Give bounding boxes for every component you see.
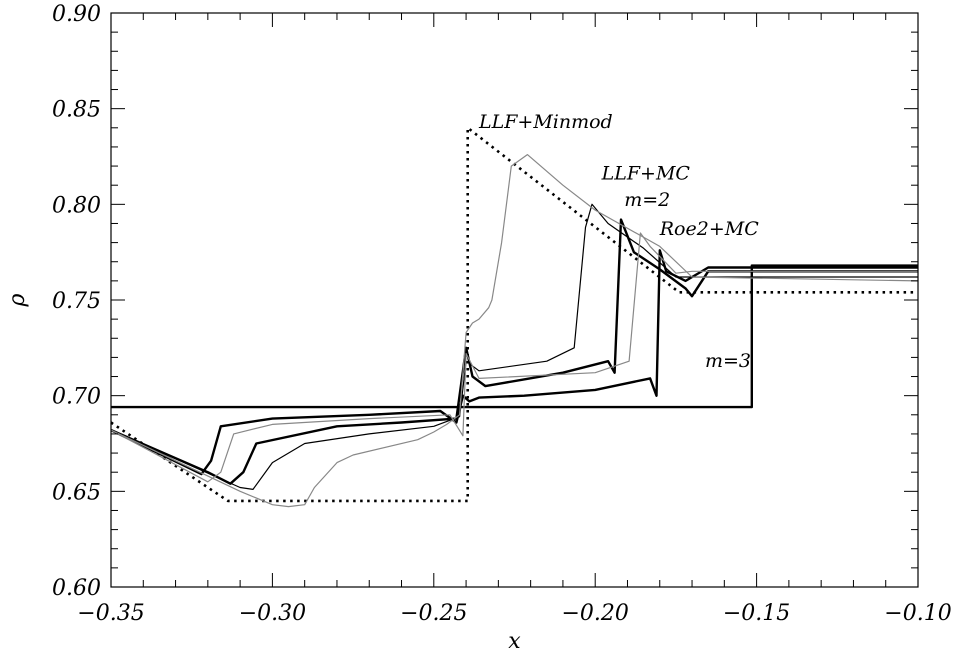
annotation-label: LLF+MC: [601, 162, 691, 184]
y-tick-label: 0.75: [52, 289, 101, 314]
series-line-0: [110, 126, 918, 503]
y-tick-label: 0.85: [52, 98, 101, 123]
x-tick-label: −0.10: [884, 601, 951, 626]
x-tick-label: −0.15: [723, 601, 790, 626]
annotation-label: Roe2+MC: [659, 218, 759, 240]
y-tick-label: 0.90: [52, 2, 101, 27]
annotation-label: LLF+Minmod: [478, 111, 613, 133]
x-tick-label: −0.20: [561, 601, 628, 626]
series-layer: [110, 126, 919, 508]
series-line-3: [110, 218, 918, 485]
annotation-label: m=3: [705, 350, 751, 372]
x-tick-label: −0.35: [77, 601, 144, 626]
plot-frame: [110, 12, 919, 588]
series-line-5: [110, 232, 918, 483]
tick-labels: −0.35 −0.30 −0.25 −0.20 −0.15 −0.10 0.60 0.65 0.…: [52, 2, 952, 626]
y-tick-label: 0.65: [52, 480, 101, 505]
annotations: LLF+Minmod LLF+MC m=2 Roe2+MC m=3: [478, 111, 759, 372]
x-tick-label: −0.25: [400, 601, 467, 626]
y-axis-label: ρ: [5, 293, 30, 307]
y-tick-label: 0.80: [52, 193, 101, 218]
y-tick-label: 0.70: [52, 385, 101, 410]
y-tick-label: 0.60: [52, 576, 101, 601]
series-line-4: [110, 203, 918, 490]
x-axis-label: x: [508, 629, 521, 654]
series-line-1: [111, 264, 918, 409]
x-tick-label: −0.30: [239, 601, 306, 626]
ticks-layer: [110, 12, 919, 588]
series-line-6: [110, 154, 919, 508]
annotation-label: m=2: [624, 189, 670, 211]
